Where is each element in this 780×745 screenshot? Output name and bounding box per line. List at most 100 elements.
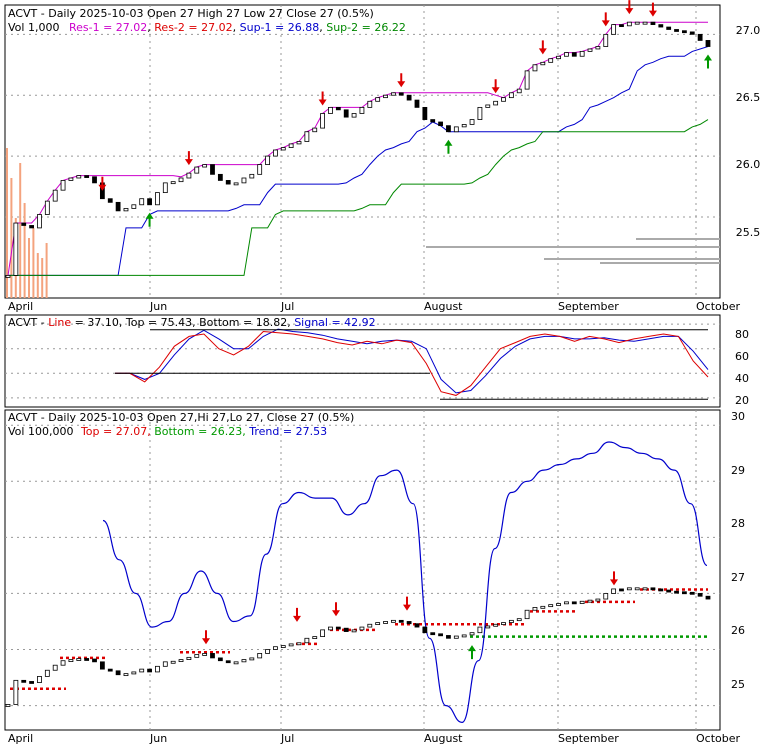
arrow-2 [145, 212, 154, 227]
candle-65 [516, 88, 522, 94]
p3-candle-15 [123, 673, 129, 677]
candle-89 [705, 40, 711, 47]
p3-ytick-29: 29 [731, 464, 745, 477]
candle-37 [296, 141, 302, 145]
price-volume-bar-2 [544, 258, 720, 260]
panel1-legend: Vol 1,000 Res-1 = 27.02, Res-2 = 27.02, … [8, 21, 406, 34]
p3-candle-19 [155, 665, 160, 673]
candle-28 [225, 180, 231, 185]
p3-candle-3 [29, 681, 34, 684]
p1-ytick-26-5: 26.5 [736, 91, 761, 104]
candle-48 [383, 94, 388, 99]
p3-candle-49 [390, 619, 396, 623]
p3-xtick-april: April [8, 732, 33, 745]
p3-candle-84 [666, 589, 672, 593]
p3-arrow-5 [468, 645, 476, 660]
volume-bar-3 [19, 163, 22, 298]
candle-27 [217, 173, 223, 181]
p1-ytick-25-5: 25.5 [736, 226, 761, 239]
p3-candle-67 [532, 607, 538, 611]
p3-candle-70 [556, 603, 561, 606]
p3-candle-48 [383, 621, 388, 624]
p2-ytick-40: 40 [735, 372, 749, 385]
arrow-11 [704, 54, 712, 69]
candle-53 [422, 106, 428, 120]
p1-xtick-jun: Jun [149, 300, 167, 313]
p2-ytick-60: 60 [735, 350, 749, 363]
p3-candle-8 [68, 659, 74, 662]
p3-candle-56 [446, 635, 451, 639]
p3-candle-66 [524, 609, 530, 620]
candle-59 [469, 119, 475, 125]
p3-candle-38 [304, 637, 310, 644]
osc-line [115, 330, 709, 396]
candle-33 [265, 155, 270, 166]
p3-arrow-0 [202, 630, 210, 645]
p3-candle-62 [493, 623, 499, 627]
candle-16 [131, 204, 137, 209]
p3-candle-69 [548, 604, 554, 608]
p3-candle-58 [461, 634, 467, 638]
p3-candle-88 [697, 593, 703, 597]
p3-candle-57 [453, 635, 459, 639]
p3-candle-21 [170, 660, 176, 664]
p3-top-label: Top = 27.07, [80, 425, 151, 438]
panel1-candles [5, 21, 711, 278]
panel1-support-resistance-lines [7, 21, 709, 276]
candle-26 [210, 164, 215, 175]
candle-34 [273, 149, 278, 157]
candle-79 [626, 21, 632, 27]
candle-47 [375, 97, 381, 102]
candle-38 [304, 131, 310, 142]
p3-candle-29 [233, 661, 239, 665]
p3-candle-55 [438, 633, 443, 637]
price-volume-bar-3 [600, 262, 720, 264]
sup2-label: Sup-2 = 26.22 [326, 21, 406, 34]
candle-81 [642, 21, 648, 25]
signal-line [115, 328, 709, 394]
candle-45 [359, 106, 365, 114]
p3-candle-42 [335, 626, 341, 630]
candle-20 [162, 182, 168, 194]
candle-19 [155, 192, 160, 206]
p3-candle-9 [76, 658, 82, 661]
price-volume-bar-1 [636, 238, 720, 240]
p3-candle-33 [265, 649, 270, 654]
p3-candle-22 [178, 659, 184, 662]
arrow-10 [648, 2, 657, 17]
candle-39 [312, 127, 318, 133]
p3-candle-64 [508, 619, 514, 623]
p3-candle-36 [288, 643, 294, 647]
p3-bottom-label: Bottom = 26.23, [154, 425, 246, 438]
p3-candle-79 [626, 587, 632, 591]
candle-32 [257, 164, 263, 175]
p1-xtick-october: October [696, 300, 740, 313]
arrow-3 [318, 91, 327, 106]
candle-77 [611, 24, 617, 35]
candle-49 [390, 92, 396, 96]
candle-80 [634, 21, 640, 25]
p3-candle-71 [564, 601, 569, 605]
candle-18 [147, 198, 152, 206]
arrow-8 [601, 12, 610, 27]
candle-15 [123, 208, 129, 212]
candle-22 [178, 177, 184, 183]
arrow-4 [397, 73, 406, 88]
candle-72 [571, 52, 577, 57]
p3-candle-39 [312, 636, 318, 640]
p3-candle-35 [280, 645, 286, 648]
candle-55 [438, 121, 443, 127]
p3-candle-24 [194, 654, 200, 658]
p3-ytick-25: 25 [731, 678, 745, 691]
p3-candle-44 [351, 629, 357, 633]
panel3-header: ACVT - Daily 2025-10-03 Open 27,Hi 27,Lo… [8, 411, 354, 424]
p3-candle-30 [241, 659, 247, 663]
arrow-9 [625, 0, 634, 15]
p3-candle-54 [430, 632, 436, 636]
p3-candle-75 [595, 598, 601, 602]
volume-bar-1 [10, 178, 13, 298]
candle-43 [343, 109, 349, 118]
p3-candle-13 [107, 668, 113, 672]
candle-60 [477, 106, 483, 120]
